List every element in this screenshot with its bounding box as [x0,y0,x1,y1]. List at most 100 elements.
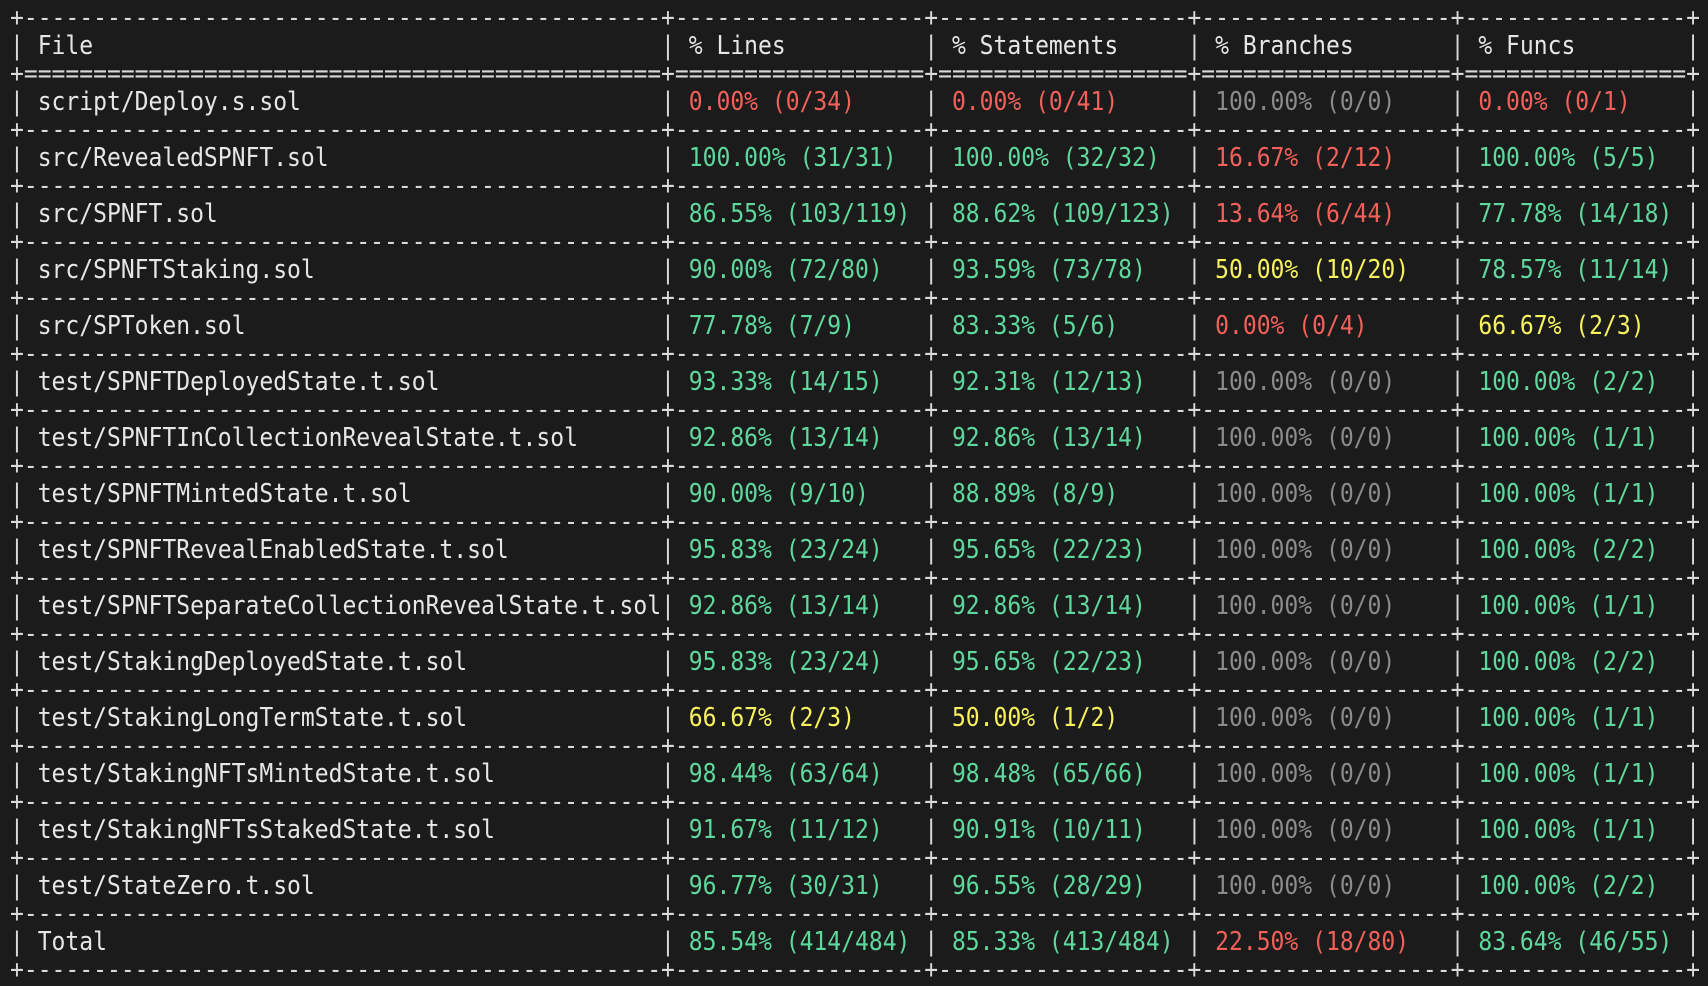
funcs-cell: 78.57% (11/14) [1478,255,1687,285]
column-divider: | [1450,367,1479,397]
row-separator: +---------------------------------------… [10,395,1700,425]
table-total-row: | Total | 85.54% (414/484) | 85.33% (413… [10,928,1700,956]
file-name-cell: test/StakingNFTsMintedState.t.sol [37,759,662,789]
funcs-cell: 66.67% (2/3) [1478,311,1687,341]
column-divider: | [1450,647,1479,677]
column-divider: | [924,815,952,845]
file-name-cell: Total [37,927,662,957]
statements-cell: 93.59% (73/78) [951,255,1188,285]
file-name-cell: test/StakingNFTsStakedState.t.sol [37,815,662,845]
lines-cell: 95.83% (23/24) [688,535,925,565]
branches-cell: 50.00% (10/20) [1215,255,1451,285]
statements-cell: 0.00% (0/41) [951,87,1188,117]
column-divider: | [10,31,38,61]
funcs-cell: 100.00% (5/5) [1478,143,1687,173]
column-divider: | [1187,703,1216,733]
column-divider: | [924,199,952,229]
table-row: | test/StateZero.t.sol | 96.77% (30/31) … [10,872,1700,900]
file-name-cell: test/StateZero.t.sol [37,871,662,901]
column-divider: | [1450,479,1479,509]
column-header: % Funcs [1478,31,1687,61]
column-divider: | [1187,591,1216,621]
column-divider: | [1686,871,1700,901]
column-divider: | [1187,423,1216,453]
file-name-cell: src/RevealedSPNFT.sol [37,143,662,173]
column-divider: | [1686,815,1700,845]
statements-cell: 100.00% (32/32) [951,143,1188,173]
column-divider: | [661,199,689,229]
column-divider: | [1450,703,1479,733]
column-divider: | [924,703,952,733]
column-header: % Lines [688,31,925,61]
column-divider: | [661,367,689,397]
lines-cell: 100.00% (31/31) [688,143,925,173]
column-divider: | [1450,423,1479,453]
statements-cell: 90.91% (10/11) [951,815,1188,845]
column-divider: | [924,479,952,509]
branches-cell: 100.00% (0/0) [1215,367,1451,397]
statements-cell: 98.48% (65/66) [951,759,1188,789]
column-divider: | [1450,255,1479,285]
column-divider: | [661,311,689,341]
column-divider: | [1450,927,1479,957]
file-name-cell: test/StakingLongTermState.t.sol [37,703,662,733]
column-divider: | [924,255,952,285]
file-name-cell: test/SPNFTInCollectionRevealState.t.sol [37,423,662,453]
column-divider: | [661,815,689,845]
column-divider: | [10,255,38,285]
column-divider: | [10,871,38,901]
column-divider: | [661,31,689,61]
table-header-row: | File | % Lines | % Statements | % Bran… [10,32,1700,60]
column-divider: | [1686,591,1700,621]
column-divider: | [1187,87,1216,117]
funcs-cell: 100.00% (1/1) [1478,479,1687,509]
lines-cell: 77.78% (7/9) [688,311,925,341]
row-separator: +---------------------------------------… [10,787,1700,817]
row-separator: +---------------------------------------… [10,451,1700,481]
column-divider: | [1187,759,1216,789]
table-row: | test/StakingNFTsMintedState.t.sol | 98… [10,760,1700,788]
column-divider: | [1450,143,1479,173]
column-header: File [37,31,662,61]
column-divider: | [10,535,38,565]
file-name-cell: script/Deploy.s.sol [37,87,662,117]
column-divider: | [924,535,952,565]
branches-cell: 100.00% (0/0) [1215,703,1451,733]
column-divider: | [1450,87,1479,117]
table-row: | test/SPNFTInCollectionRevealState.t.so… [10,424,1700,452]
lines-cell: 92.86% (13/14) [688,423,925,453]
row-separator: +---------------------------------------… [10,283,1700,313]
column-divider: | [924,31,952,61]
funcs-cell: 100.00% (1/1) [1478,703,1687,733]
lines-cell: 98.44% (63/64) [688,759,925,789]
column-divider: | [1450,591,1479,621]
column-divider: | [1686,927,1700,957]
branches-cell: 100.00% (0/0) [1215,871,1451,901]
column-divider: | [1686,367,1700,397]
column-divider: | [1187,479,1216,509]
funcs-cell: 100.00% (1/1) [1478,759,1687,789]
table-row: | src/RevealedSPNFT.sol | 100.00% (31/31… [10,144,1700,172]
column-divider: | [661,759,689,789]
branches-cell: 16.67% (2/12) [1215,143,1451,173]
column-divider: | [1187,871,1216,901]
funcs-cell: 100.00% (1/1) [1478,815,1687,845]
column-divider: | [10,143,38,173]
branches-cell: 100.00% (0/0) [1215,815,1451,845]
header-separator: +=======================================… [10,59,1700,89]
statements-cell: 92.86% (13/14) [951,591,1188,621]
lines-cell: 85.54% (414/484) [688,927,925,957]
column-divider: | [661,871,689,901]
column-divider: | [10,199,38,229]
funcs-cell: 77.78% (14/18) [1478,199,1687,229]
column-divider: | [661,703,689,733]
table-row: | test/StakingLongTermState.t.sol | 66.6… [10,704,1700,732]
funcs-cell: 83.64% (46/55) [1478,927,1687,957]
statements-cell: 95.65% (22/23) [951,647,1188,677]
funcs-cell: 0.00% (0/1) [1478,87,1687,117]
row-separator: +---------------------------------------… [10,563,1700,593]
lines-cell: 0.00% (0/34) [688,87,925,117]
column-divider: | [1450,759,1479,789]
table-row: | script/Deploy.s.sol | 0.00% (0/34) | 0… [10,88,1700,116]
row-separator: +---------------------------------------… [10,843,1700,873]
